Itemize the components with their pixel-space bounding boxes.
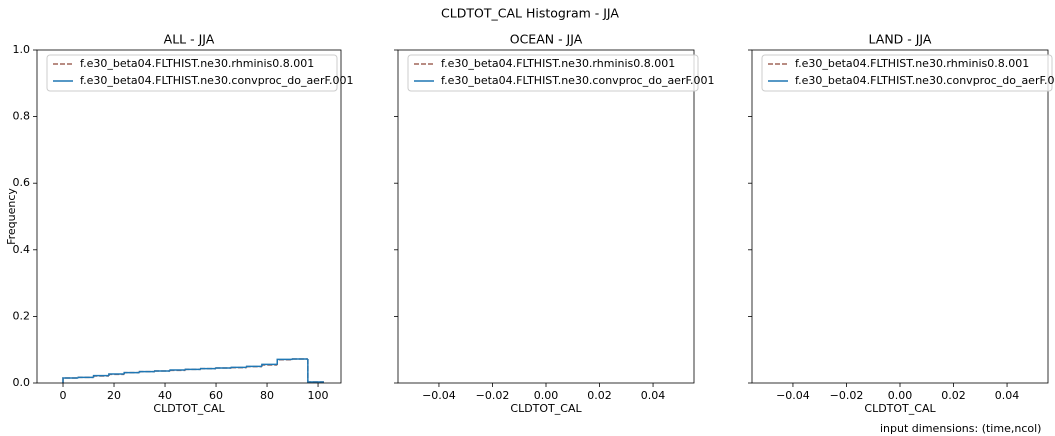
x-axis-label: CLDTOT_CAL (153, 402, 225, 415)
x-tick-label: 0.02 (941, 389, 966, 402)
x-tick-label: 0.02 (587, 389, 612, 402)
histogram-step (77, 376, 94, 379)
histogram-step (108, 373, 125, 376)
x-axis-label: CLDTOT_CAL (864, 402, 936, 415)
x-axis-label: CLDTOT_CAL (510, 402, 582, 415)
x-tick-label: 0.00 (888, 389, 913, 402)
x-tick-label: 100 (308, 389, 329, 402)
histogram-step (230, 366, 247, 369)
panel-title: ALL - JJA (164, 32, 215, 47)
histogram-step (245, 365, 262, 368)
y-tick-label: 1.0 (13, 43, 31, 56)
x-tick-label: 60 (209, 389, 223, 402)
panel-title: OCEAN - JJA (510, 32, 583, 47)
x-tick-label: 40 (158, 389, 172, 402)
histogram-step (276, 358, 293, 365)
legend-label: f.e30_beta04.FLTHIST.ne30.convproc_do_ae… (441, 74, 715, 87)
legend-label: f.e30_beta04.FLTHIST.ne30.convproc_do_ae… (795, 74, 1055, 87)
histogram-step (154, 370, 171, 372)
x-tick-label: −0.02 (476, 389, 510, 402)
legend-label: f.e30_beta04.FLTHIST.ne30.convproc_do_ae… (80, 74, 354, 87)
footnote: input dimensions: (time,ncol) (880, 422, 1041, 435)
x-tick-label: 80 (260, 389, 274, 402)
histogram-step (123, 371, 140, 375)
histogram-step (199, 367, 217, 370)
x-tick-label: 0.04 (641, 389, 666, 402)
legend-box (46, 54, 338, 92)
y-tick-label: 0.0 (13, 376, 31, 389)
legend-label: f.e30_beta04.FLTHIST.ne30.rhminis0.8.001 (441, 57, 675, 70)
figure-title: CLDTOT_CAL Histogram - JJA (441, 6, 619, 21)
x-tick-label: 0.04 (995, 389, 1020, 402)
y-tick-label: 0.2 (13, 309, 31, 322)
panel-title: LAND - JJA (869, 32, 932, 47)
y-tick-label: 0.6 (13, 176, 31, 189)
y-tick-label: 0.4 (13, 243, 31, 256)
histogram-step (138, 370, 155, 373)
legend-box (761, 54, 1053, 92)
legend-box (407, 54, 699, 92)
y-axis-label: Frequency (5, 188, 18, 245)
histogram-step (184, 368, 201, 371)
histogram-step (307, 359, 324, 383)
histogram-step (215, 367, 232, 369)
histogram-step (169, 369, 186, 372)
legend-label: f.e30_beta04.FLTHIST.ne30.rhminis0.8.001 (80, 57, 314, 70)
x-tick-label: 0.00 (534, 389, 559, 402)
x-tick-label: −0.04 (776, 389, 810, 402)
histogram-step (62, 377, 79, 383)
x-tick-label: 20 (107, 389, 121, 402)
x-tick-label: −0.04 (422, 389, 456, 402)
histogram-step (92, 374, 109, 378)
axes-frame (36, 49, 342, 384)
legend-label: f.e30_beta04.FLTHIST.ne30.rhminis0.8.001 (795, 57, 1029, 70)
axes-frame (397, 49, 695, 384)
histogram-step (261, 363, 278, 367)
x-tick-label: −0.02 (830, 389, 864, 402)
y-tick-label: 0.8 (13, 110, 31, 123)
x-tick-label: 0 (60, 389, 67, 402)
axes-frame (751, 49, 1049, 384)
